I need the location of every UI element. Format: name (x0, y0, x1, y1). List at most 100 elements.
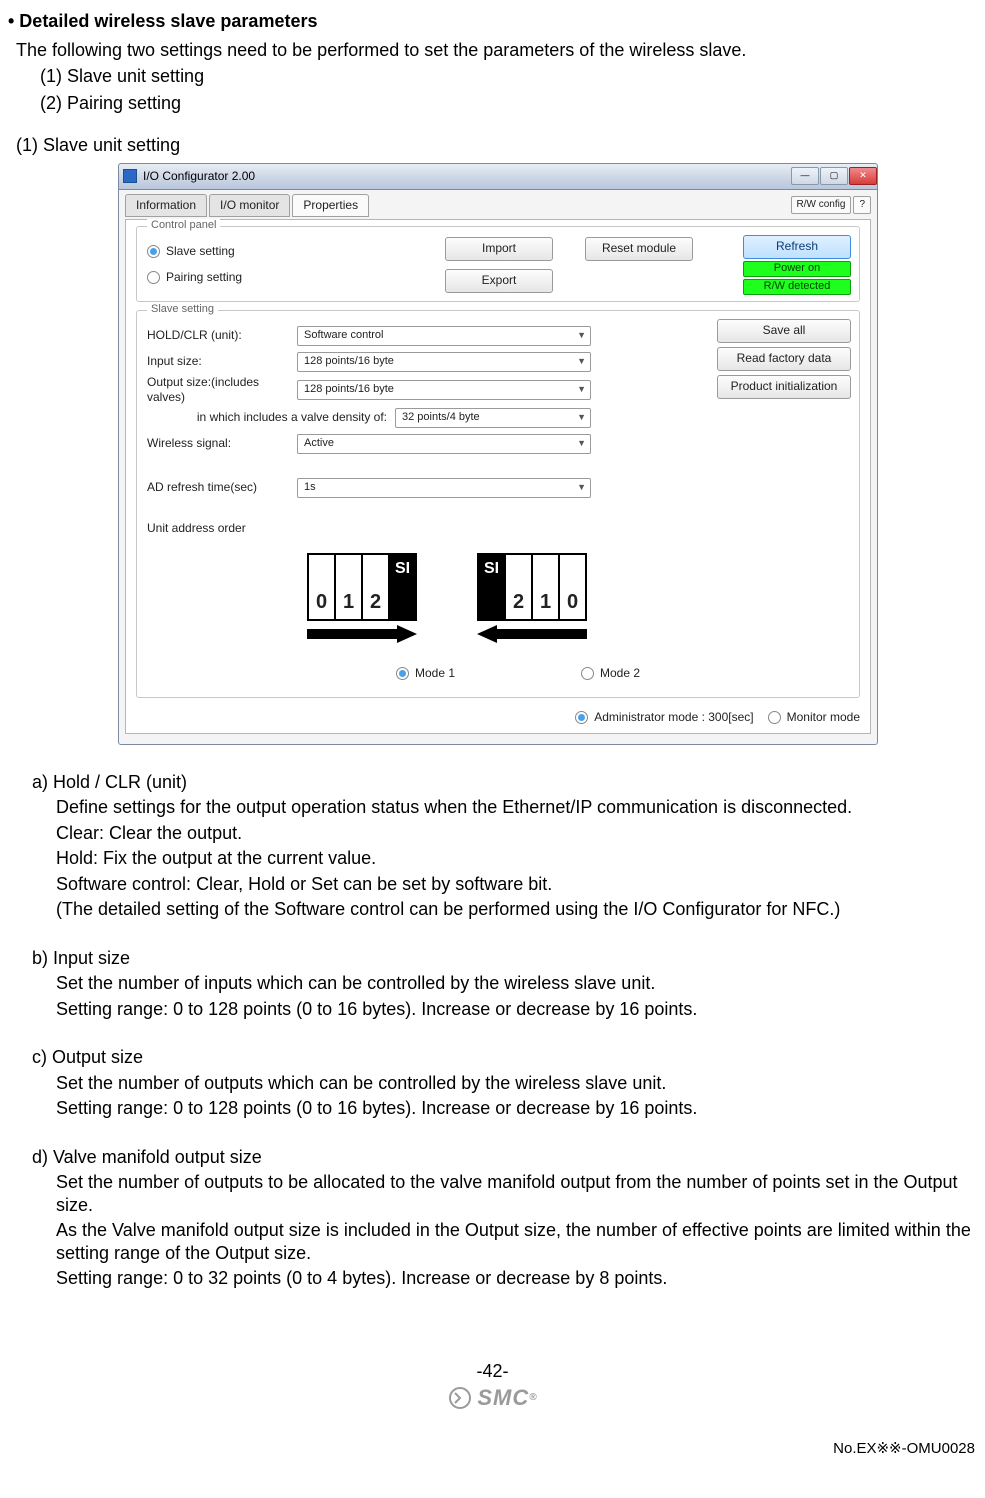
radio-mode1-label: Mode 1 (415, 666, 455, 681)
para-b2: Setting range: 0 to 128 points (0 to 16 … (56, 998, 977, 1021)
wireless-signal-label: Wireless signal: (147, 436, 297, 451)
mode-footer: Administrator mode : 300[sec] Monitor mo… (136, 706, 860, 725)
slot-0: 0 (309, 555, 334, 619)
tab-information[interactable]: Information (125, 194, 207, 217)
refresh-button[interactable]: Refresh (743, 235, 851, 259)
intro-item-1: (1) Slave unit setting (40, 65, 977, 88)
para-c2: Setting range: 0 to 128 points (0 to 16 … (56, 1097, 977, 1120)
slot-si: SI (479, 555, 504, 619)
slave-setting-title: Slave setting (147, 303, 218, 317)
para-c-head: c) Output size (32, 1046, 977, 1069)
radio-admin-mode[interactable] (575, 711, 588, 724)
chevron-down-icon: ▼ (577, 330, 586, 341)
para-a-head: a) Hold / CLR (unit) (32, 771, 977, 794)
radio-mode2[interactable] (581, 667, 594, 680)
input-size-select[interactable]: 128 points/16 byte ▼ (297, 352, 591, 372)
para-d2: As the Valve manifold output size is inc… (56, 1219, 977, 1264)
control-panel-group: Control panel Slave setting Pairing sett… (136, 226, 860, 302)
monitor-mode-label: Monitor mode (787, 710, 860, 725)
window-title: I/O Configurator 2.00 (143, 169, 255, 184)
control-panel-title: Control panel (147, 219, 220, 233)
para-a1: Define settings for the output operation… (56, 796, 977, 819)
valve-density-label: in which includes a valve density of: (147, 410, 395, 425)
para-a5: (The detailed setting of the Software co… (56, 898, 977, 921)
app-icon (123, 169, 137, 183)
rw-config-button[interactable]: R/W config (791, 196, 852, 215)
output-size-value: 128 points/16 byte (304, 383, 394, 397)
input-size-value: 128 points/16 byte (304, 355, 394, 369)
slot-1: 1 (531, 555, 558, 619)
product-init-button[interactable]: Product initialization (717, 375, 851, 399)
valve-density-value: 32 points/4 byte (402, 411, 480, 425)
wireless-signal-select[interactable]: Active ▼ (297, 434, 591, 454)
chevron-down-icon: ▼ (577, 384, 586, 395)
hold-clr-select[interactable]: Software control ▼ (297, 326, 591, 346)
export-button[interactable]: Export (445, 269, 553, 293)
slot-0: 0 (558, 555, 585, 619)
radio-mode1[interactable] (396, 667, 409, 680)
tab-io-monitor[interactable]: I/O monitor (209, 194, 290, 217)
status-power-on: Power on (743, 261, 851, 277)
radio-pairing-label: Pairing setting (166, 270, 242, 285)
save-all-button[interactable]: Save all (717, 319, 851, 343)
radio-slave-label: Slave setting (166, 244, 235, 259)
chevron-down-icon: ▼ (577, 356, 586, 367)
slot-2: 2 (504, 555, 531, 619)
para-d3: Setting range: 0 to 32 points (0 to 4 by… (56, 1267, 977, 1290)
radio-monitor-mode[interactable] (768, 711, 781, 724)
chevron-down-icon: ▼ (577, 412, 586, 423)
para-b1: Set the number of inputs which can be co… (56, 972, 977, 995)
document-id: No.EX※※-OMU0028 (8, 1440, 975, 1459)
admin-mode-label: Administrator mode : 300[sec] (594, 710, 753, 725)
intro-item-2: (2) Pairing setting (40, 92, 977, 115)
valve-density-select[interactable]: 32 points/4 byte ▼ (395, 408, 591, 428)
para-a3: Hold: Fix the output at the current valu… (56, 847, 977, 870)
slot-si: SI (388, 555, 415, 619)
slave-setting-group: Slave setting Save all Read factory data… (136, 310, 860, 698)
logo-text: SMC (477, 1384, 529, 1412)
input-size-label: Input size: (147, 354, 297, 369)
ad-refresh-value: 1s (304, 481, 316, 495)
tab-properties[interactable]: Properties (292, 194, 369, 217)
slot-1: 1 (334, 555, 361, 619)
hold-clr-value: Software control (304, 329, 383, 343)
para-a4: Software control: Clear, Hold or Set can… (56, 873, 977, 896)
radio-mode2-label: Mode 2 (600, 666, 640, 681)
output-size-label: Output size:(includes valves) (147, 375, 297, 405)
radio-slave-setting[interactable] (147, 245, 160, 258)
page-number: -42- (8, 1360, 977, 1383)
para-a2: Clear: Clear the output. (56, 822, 977, 845)
ad-refresh-select[interactable]: 1s ▼ (297, 478, 591, 498)
para-d-head: d) Valve manifold output size (32, 1146, 977, 1169)
slot-2: 2 (361, 555, 388, 619)
status-rw-detected: R/W detected (743, 279, 851, 295)
subsection-label: (1) Slave unit setting (16, 134, 977, 157)
maximize-button[interactable]: ▢ (820, 167, 848, 185)
unit-order-diagram: 0 1 2 SI SI 2 1 (307, 553, 849, 641)
module-mode1: 0 1 2 SI (307, 553, 417, 621)
help-button[interactable]: ? (853, 196, 871, 215)
chevron-down-icon: ▼ (577, 438, 586, 449)
module-mode2: SI 2 1 0 (477, 553, 587, 621)
ad-refresh-label: AD refresh time(sec) (147, 480, 297, 495)
intro-paragraph: The following two settings need to be pe… (16, 39, 977, 62)
para-d1: Set the number of outputs to be allocate… (56, 1171, 977, 1216)
arrow-left-icon (477, 627, 587, 641)
configurator-window: I/O Configurator 2.00 — ▢ ✕ Information … (118, 163, 878, 745)
unit-order-label: Unit address order (147, 521, 297, 536)
para-c1: Set the number of outputs which can be c… (56, 1072, 977, 1095)
smc-logo: SMC® (8, 1384, 977, 1412)
import-button[interactable]: Import (445, 237, 553, 261)
arrow-right-icon (307, 627, 417, 641)
reset-module-button[interactable]: Reset module (585, 237, 693, 261)
close-button[interactable]: ✕ (849, 167, 877, 185)
read-factory-button[interactable]: Read factory data (717, 347, 851, 371)
section-heading: • Detailed wireless slave parameters (8, 10, 977, 33)
wireless-signal-value: Active (304, 437, 334, 451)
minimize-button[interactable]: — (791, 167, 819, 185)
chevron-down-icon: ▼ (577, 482, 586, 493)
para-b-head: b) Input size (32, 947, 977, 970)
output-size-select[interactable]: 128 points/16 byte ▼ (297, 380, 591, 400)
window-titlebar: I/O Configurator 2.00 — ▢ ✕ (118, 163, 878, 189)
radio-pairing-setting[interactable] (147, 271, 160, 284)
